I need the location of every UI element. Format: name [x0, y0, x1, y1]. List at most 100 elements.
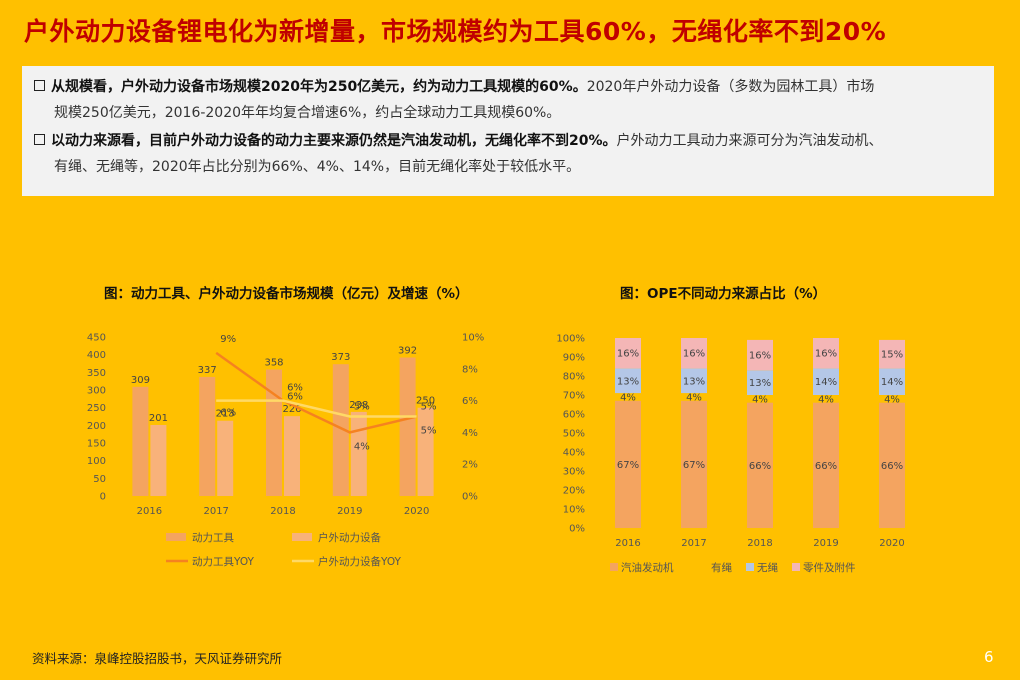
x-axis-tick-label: 2020 — [879, 538, 904, 549]
segment-value-label: 14% — [815, 377, 837, 388]
power-tool-value-label: 309 — [131, 375, 150, 386]
checkbox-square-icon — [34, 134, 45, 145]
power-tool-yoy-line — [215, 351, 417, 434]
right-axis-tick-label: 0% — [462, 492, 478, 503]
chart1-title: 图：动力工具、户外动力设备市场规模（亿元）及增速（%） — [104, 286, 469, 302]
segment-value-label: 4% — [620, 392, 636, 403]
power-tool-yoy-label: 9% — [220, 334, 236, 345]
source-note: 资料来源：泉峰控股招股书，天风证券研究所 — [32, 651, 283, 666]
stack-segment-corded — [813, 395, 839, 403]
left-axis-tick-label: 400 — [87, 350, 106, 361]
summary-bullet-1: 从规模看，户外动力设备市场规模2020年为250亿美元，约为动力工具规模的60%… — [34, 74, 980, 126]
legend-label-power-tool: 动力工具 — [192, 531, 234, 544]
ope-value-label: 226 — [282, 404, 301, 415]
segment-value-label: 13% — [749, 378, 771, 389]
segment-value-label: 66% — [749, 461, 771, 472]
y-axis-tick-label: 0% — [569, 524, 585, 535]
bullet-2-line2: 有绳、无绳等，2020年占比分别为66%、4%、14%，目前无绳化率处于较低水平… — [54, 159, 581, 175]
segment-value-label: 13% — [617, 376, 639, 387]
segment-value-label: 4% — [752, 394, 768, 405]
ope-bar — [217, 420, 234, 496]
x-axis-tick-label: 2019 — [337, 506, 362, 517]
segment-value-label: 4% — [884, 394, 900, 405]
ope-value-label: 238 — [349, 400, 368, 411]
legend-label-cordless: 无绳 — [757, 561, 778, 574]
left-axis-tick-label: 150 — [87, 439, 106, 450]
segment-value-label: 4% — [818, 394, 834, 405]
stack-segment-corded — [879, 395, 905, 403]
legend-label-gasoline: 汽油发动机 — [621, 561, 674, 574]
power-tool-bar — [399, 357, 416, 496]
y-axis-tick-label: 30% — [563, 467, 585, 478]
page-number: 6 — [984, 648, 994, 666]
segment-value-label: 16% — [683, 349, 705, 360]
power-tool-bar — [332, 364, 349, 496]
x-axis-tick-label: 2019 — [813, 538, 838, 549]
stack-segment-parts — [879, 339, 905, 369]
power-tool-value-label: 358 — [264, 358, 283, 369]
y-axis-tick-label: 10% — [563, 505, 585, 516]
legend-label-parts: 零件及附件 — [803, 561, 856, 574]
segment-value-label: 16% — [617, 349, 639, 360]
right-axis-tick-label: 6% — [462, 396, 478, 407]
ope-bar — [417, 407, 434, 496]
segment-value-label: 67% — [683, 460, 705, 471]
stack-segment-parts — [747, 339, 773, 371]
bullet-1-rest: 2020年户外动力设备（多数为园林工具）市场 — [586, 79, 875, 95]
summary-bullet-2: 以动力来源看，目前户外动力设备的动力主要来源仍然是汽油发动机，无绳化率不到20%… — [34, 128, 980, 180]
bullet-2-bold: 以动力来源看，目前户外动力设备的动力主要来源仍然是汽油发动机，无绳化率不到20%… — [51, 133, 617, 149]
summary-box: 从规模看，户外动力设备市场规模2020年为250亿美元，约为动力工具规模的60%… — [22, 66, 994, 196]
legend-label-ope: 户外动力设备 — [318, 531, 381, 544]
stack-segment-cordless — [747, 370, 773, 395]
left-axis-tick-label: 450 — [87, 333, 106, 344]
y-axis-tick-label: 40% — [563, 448, 585, 459]
left-axis-tick-label: 100 — [87, 456, 106, 467]
bullet-1-bold: 从规模看，户外动力设备市场规模2020年为250亿美元，约为动力工具规模的60%… — [51, 79, 587, 95]
segment-value-label: 4% — [686, 392, 702, 403]
ope-value-label: 213 — [216, 409, 235, 420]
ope-value-label: 250 — [416, 396, 435, 407]
stack-segment-corded — [681, 393, 707, 401]
ope-yoy-label: 5% — [421, 402, 437, 413]
legend-swatch-corded — [700, 563, 708, 571]
right-axis-tick-label: 8% — [462, 364, 478, 375]
legend-swatch-power-tool — [166, 533, 186, 541]
power-tool-yoy-label: 6% — [287, 383, 303, 394]
x-axis-tick-label: 2020 — [404, 506, 429, 517]
page-title: 户外动力设备锂电化为新增量，市场规模约为工具60%，无绳化率不到20% — [24, 17, 887, 46]
ope-value-label: 201 — [149, 413, 168, 424]
legend-swatch-gasoline — [610, 563, 618, 571]
segment-value-label: 15% — [881, 350, 903, 361]
segment-value-label: 13% — [683, 376, 705, 387]
right-axis-tick-label: 10% — [462, 333, 484, 344]
stack-segment-parts — [681, 338, 707, 369]
bullet-1-line2: 规模250亿美元，2016-2020年年均复合增速6%，约占全球动力工具规模60… — [54, 105, 561, 121]
left-axis-tick-label: 0 — [100, 492, 106, 503]
y-axis-tick-label: 50% — [563, 429, 585, 440]
left-axis-tick-label: 350 — [87, 368, 106, 379]
segment-value-label: 67% — [617, 460, 639, 471]
stack-segment-gasoline — [813, 402, 839, 528]
ope-yoy-label: 6% — [287, 392, 303, 403]
x-axis-tick-label: 2016 — [615, 538, 640, 549]
power-tool-bar — [132, 386, 149, 496]
stack-segment-parts — [813, 338, 839, 369]
stack-segment-cordless — [615, 368, 641, 394]
right-axis-tick-label: 2% — [462, 460, 478, 471]
stack-segment-cordless — [813, 368, 839, 395]
right-axis-tick-label: 4% — [462, 428, 478, 439]
segment-value-label: 16% — [815, 349, 837, 360]
stack-segment-parts — [615, 338, 641, 369]
y-axis-tick-label: 80% — [563, 372, 585, 383]
y-axis-tick-label: 20% — [563, 486, 585, 497]
power-tool-bar — [266, 369, 282, 496]
ope-bar — [350, 411, 367, 496]
y-axis-tick-label: 90% — [563, 353, 585, 364]
legend-swatch-parts — [792, 563, 800, 571]
segment-value-label: 14% — [881, 377, 903, 388]
stack-segment-corded — [747, 395, 773, 403]
left-axis-tick-label: 200 — [87, 421, 106, 432]
x-axis-tick-label: 2018 — [270, 506, 295, 517]
stack-segment-cordless — [879, 368, 905, 395]
y-axis-tick-label: 70% — [563, 391, 585, 402]
